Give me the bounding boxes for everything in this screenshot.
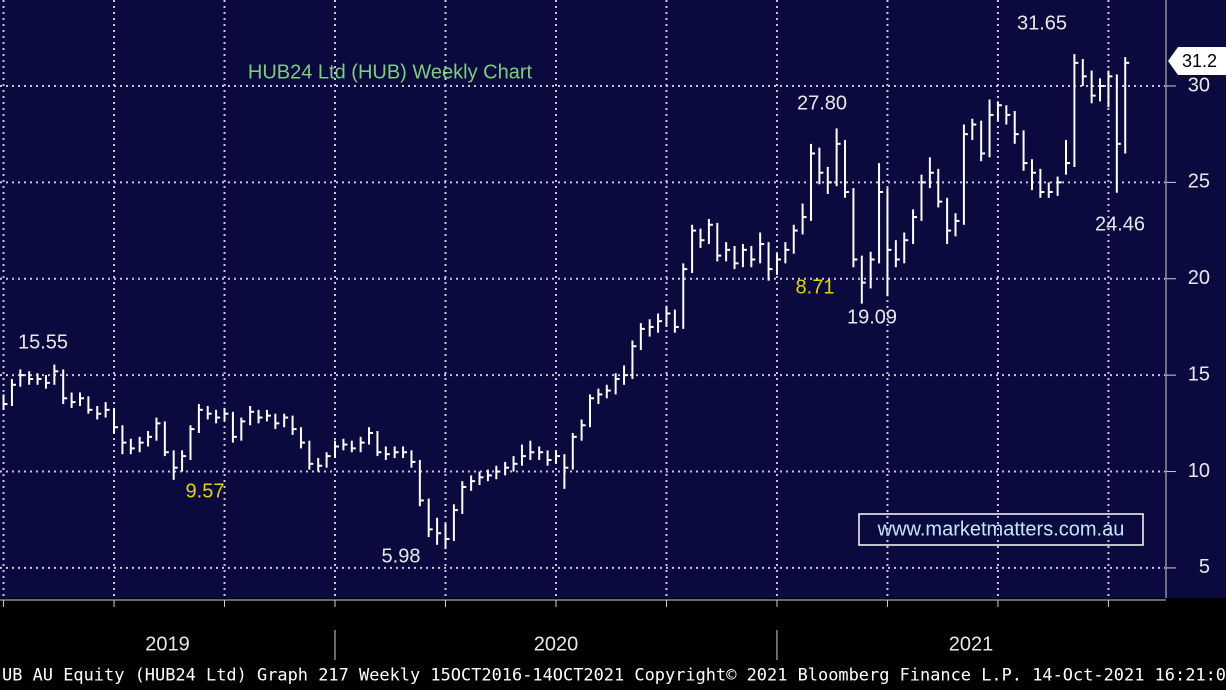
y-tick-label: 25 [1188, 171, 1210, 193]
y-tick-label: 15 [1188, 363, 1210, 385]
annotation: 24.46 [1095, 213, 1145, 235]
plot-background [0, 0, 1226, 598]
y-tick-label: 30 [1188, 74, 1210, 96]
annotation: 9.57 [186, 480, 225, 502]
annotation: 27.80 [797, 92, 847, 114]
y-tick-label: 20 [1188, 267, 1210, 289]
watermark-box [858, 513, 1144, 546]
annotation: 8.71 [796, 276, 835, 298]
annotation: 5.98 [382, 545, 421, 567]
chart-title: HUB24 Ltd (HUB) Weekly Chart [248, 61, 533, 83]
axis-background [0, 598, 1226, 690]
annotation: 15.55 [18, 331, 68, 353]
watermark: www.marketmatters.com.au [877, 518, 1125, 540]
footer: UB AU Equity (HUB24 Ltd) Graph 217 Weekl… [2, 666, 1226, 685]
y-tick-label: 5 [1199, 556, 1210, 578]
last-price-box [1168, 47, 1226, 75]
y-tick-label: 10 [1188, 460, 1210, 482]
annotation: 31.65 [1017, 12, 1067, 34]
year-label: 2019 [145, 633, 190, 655]
annotation: 19.09 [847, 306, 897, 328]
last-price-label: 31.2 [1182, 51, 1217, 71]
year-label: 2020 [534, 633, 579, 655]
year-label: 2021 [949, 633, 994, 655]
